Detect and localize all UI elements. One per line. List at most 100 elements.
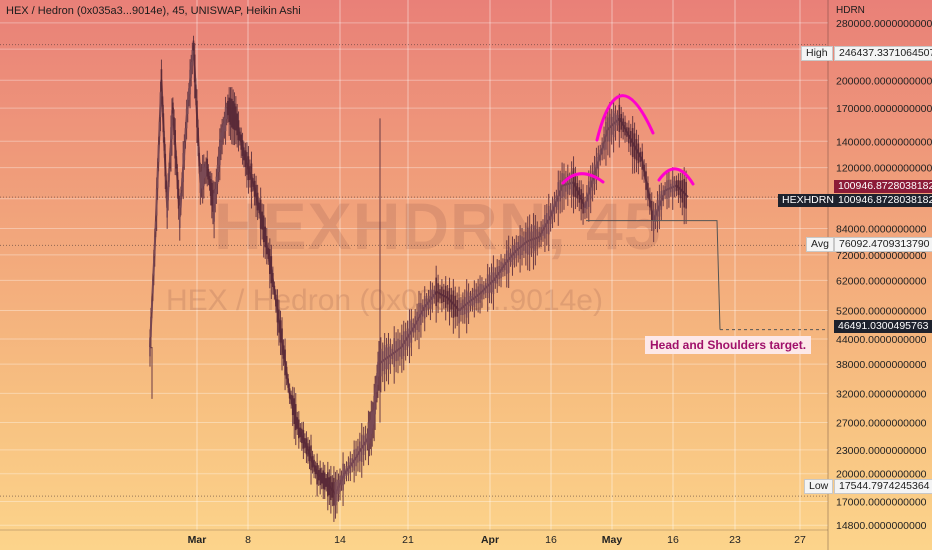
candle-body <box>162 113 165 133</box>
symbol-tag: HEXHDRN <box>778 194 838 207</box>
candle-body <box>586 192 588 210</box>
candle-body <box>182 153 184 183</box>
candle-body <box>164 153 167 177</box>
candle-body <box>184 128 187 142</box>
reference-lines <box>0 44 828 497</box>
candle-body <box>372 410 375 429</box>
candle-body <box>525 231 527 254</box>
candle-body <box>154 221 157 232</box>
candle-body <box>597 153 600 170</box>
candle-body <box>153 237 156 257</box>
candle-body <box>549 209 552 224</box>
candle-body <box>507 246 510 273</box>
candle-body <box>325 478 328 487</box>
candle-body <box>511 245 514 265</box>
candle-body <box>391 348 394 359</box>
candle-body <box>387 343 390 370</box>
candle-body <box>595 157 598 179</box>
candle-body <box>330 476 332 501</box>
candle-body <box>305 438 308 455</box>
candle-body <box>418 302 420 333</box>
candle-body <box>431 289 434 305</box>
candle-body <box>649 193 651 208</box>
candle-body <box>582 193 584 214</box>
candle-body <box>334 481 337 506</box>
candle-body <box>322 470 325 489</box>
candle-body <box>163 137 166 151</box>
candle-body <box>628 127 630 144</box>
candle-body <box>410 319 413 343</box>
candle-body <box>293 398 296 425</box>
candle-body <box>240 134 242 150</box>
candle-body <box>626 127 628 137</box>
x-tick-label: Apr <box>481 534 499 546</box>
candle-body <box>156 167 159 189</box>
candle-body <box>383 345 386 375</box>
candle-body <box>563 173 565 197</box>
candle-body <box>458 297 460 324</box>
candle-body <box>233 103 236 130</box>
name-watermark: HEX / Hedron (0x035a3...9014e) <box>166 284 603 317</box>
candle-body <box>150 316 152 337</box>
candle-body <box>517 242 520 256</box>
candle-body <box>681 180 684 203</box>
candle-body <box>479 283 481 303</box>
candle-body <box>258 202 260 214</box>
candle-body <box>320 472 323 484</box>
y-tick-label: 14800.0000000000 <box>836 520 927 532</box>
candle-body <box>635 139 638 161</box>
candle-body <box>236 113 238 136</box>
candle-body <box>371 411 374 434</box>
x-tick-label: 16 <box>667 534 679 546</box>
candle-body <box>323 472 326 490</box>
candle-body <box>279 320 282 343</box>
candle-body <box>169 153 171 163</box>
candle-body <box>301 428 303 444</box>
candle-body <box>261 211 263 230</box>
candle-body <box>639 152 642 162</box>
candle-body <box>152 279 154 294</box>
candle-body <box>513 245 516 260</box>
y-tick-label: 20000.0000000000 <box>836 469 927 481</box>
candle-body <box>343 468 346 479</box>
candle-body <box>578 187 581 203</box>
candle-body <box>174 130 176 159</box>
candle-body <box>235 106 237 131</box>
head-and-shoulders-annotation[interactable]: Head and Shoulders target. <box>645 336 812 354</box>
y-axis[interactable]: 280000.0000000000240000.0000000000200000… <box>827 0 932 550</box>
candle-body <box>220 132 222 151</box>
candle-body <box>370 412 373 440</box>
candle-body <box>618 104 621 132</box>
candle-body <box>484 283 487 293</box>
candle-body <box>272 273 274 288</box>
candle-body <box>317 470 320 481</box>
candle-body <box>406 328 409 347</box>
candle-body <box>362 435 365 455</box>
candle-body <box>227 101 229 116</box>
candle-body <box>311 456 314 468</box>
candle-body <box>250 163 253 192</box>
candle-body <box>587 181 590 208</box>
candle-body <box>450 294 453 310</box>
x-tick-label: 23 <box>729 534 741 546</box>
candle-body <box>568 177 571 190</box>
candle-body <box>612 110 615 138</box>
candle-body <box>454 295 457 317</box>
candle-body <box>662 190 664 201</box>
candle-body <box>435 277 437 307</box>
candle-body <box>416 311 418 331</box>
candle-body <box>168 168 170 181</box>
candle-body <box>158 121 161 137</box>
candle-body <box>509 252 512 262</box>
candle-body <box>198 152 201 167</box>
candle-body <box>155 188 158 216</box>
candle-body <box>444 285 447 308</box>
candle-body <box>199 171 202 193</box>
candle-body <box>316 463 318 485</box>
candle-body <box>204 166 206 179</box>
x-axis[interactable]: Mar 8 14 21 Apr 16 May 16 23 27 <box>0 529 828 546</box>
candle-body <box>368 421 371 444</box>
candle-body <box>273 285 276 295</box>
